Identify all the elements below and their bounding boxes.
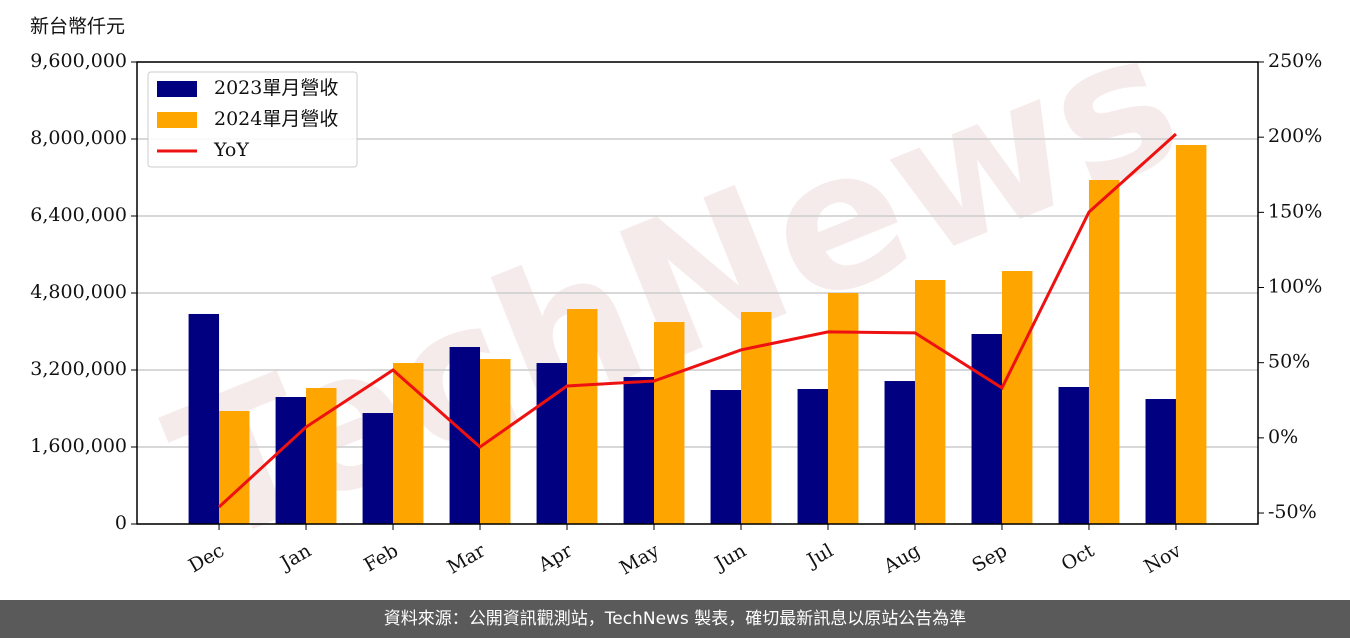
- y2-tick-label: 50%: [1268, 351, 1310, 373]
- x-tick-label: Sep: [968, 540, 1011, 577]
- bar: [1088, 180, 1120, 524]
- y-tick-label: 6,400,000: [30, 204, 127, 226]
- y-tick-label: 3,200,000: [30, 358, 127, 380]
- legend-label: 2023單月營收: [214, 77, 338, 99]
- x-tick-label: Oct: [1058, 539, 1099, 575]
- x-tick-label: Jun: [709, 540, 750, 576]
- bar: [623, 377, 655, 524]
- bar: [710, 390, 741, 524]
- x-tick-label: May: [616, 539, 663, 579]
- x-tick-label: Mar: [443, 539, 489, 578]
- bar: [1145, 399, 1176, 524]
- x-tick-label: Apr: [534, 539, 577, 576]
- y2-tick-label: -50%: [1268, 501, 1317, 523]
- bar: [567, 309, 598, 524]
- bar: [827, 293, 859, 524]
- bar: [219, 411, 250, 524]
- bar: [536, 363, 568, 524]
- y2-tick-label: 200%: [1268, 125, 1322, 147]
- y-tick-label: 9,600,000: [30, 50, 127, 72]
- legend-swatch: [157, 81, 197, 97]
- legend: 2023單月營收 2024單月營收 YoY: [147, 71, 358, 168]
- y-tick-label: 0: [115, 512, 127, 534]
- legend-swatch: [157, 112, 197, 128]
- chart: 新台幣仟元 TechNews01,600,0003,200,0004,800,0…: [30, 0, 1322, 588]
- y2-tick-label: 250%: [1268, 50, 1322, 72]
- x-tick-label: Aug: [879, 540, 924, 579]
- y2-tick-label: 0%: [1268, 426, 1298, 448]
- bar: [1058, 386, 1089, 524]
- y2-tick-label: 150%: [1268, 200, 1322, 222]
- legend-box: [147, 71, 358, 168]
- bar: [914, 280, 946, 524]
- y-tick-label: 4,800,000: [30, 281, 127, 303]
- bar: [884, 381, 915, 524]
- legend-label: YoY: [213, 139, 249, 161]
- bar: [971, 334, 1002, 524]
- bar: [188, 313, 220, 524]
- x-tick-label: Jul: [802, 540, 837, 573]
- bar: [275, 396, 307, 524]
- y2-tick-label: 100%: [1268, 276, 1322, 298]
- legend-label: 2024單月營收: [214, 108, 338, 130]
- x-tick-label: Feb: [360, 540, 402, 577]
- x-tick-label: Nov: [1140, 539, 1185, 578]
- bar: [654, 322, 685, 524]
- line: [218, 132, 1177, 509]
- bar: [1175, 145, 1207, 524]
- bar: [362, 413, 394, 524]
- bar: [797, 389, 828, 524]
- y-tick-label: 8,000,000: [30, 127, 127, 149]
- bar: [1001, 271, 1033, 524]
- footer: 資料來源：公開資訊觀測站，TechNews 製表，確切最新訊息以原站公告為準: [0, 600, 1350, 638]
- plot-frame: [136, 61, 1259, 525]
- bar: [393, 363, 424, 524]
- y-tick-label: 1,600,000: [30, 435, 127, 457]
- y-axis-label: 新台幣仟元: [30, 16, 125, 38]
- bar: [480, 359, 511, 524]
